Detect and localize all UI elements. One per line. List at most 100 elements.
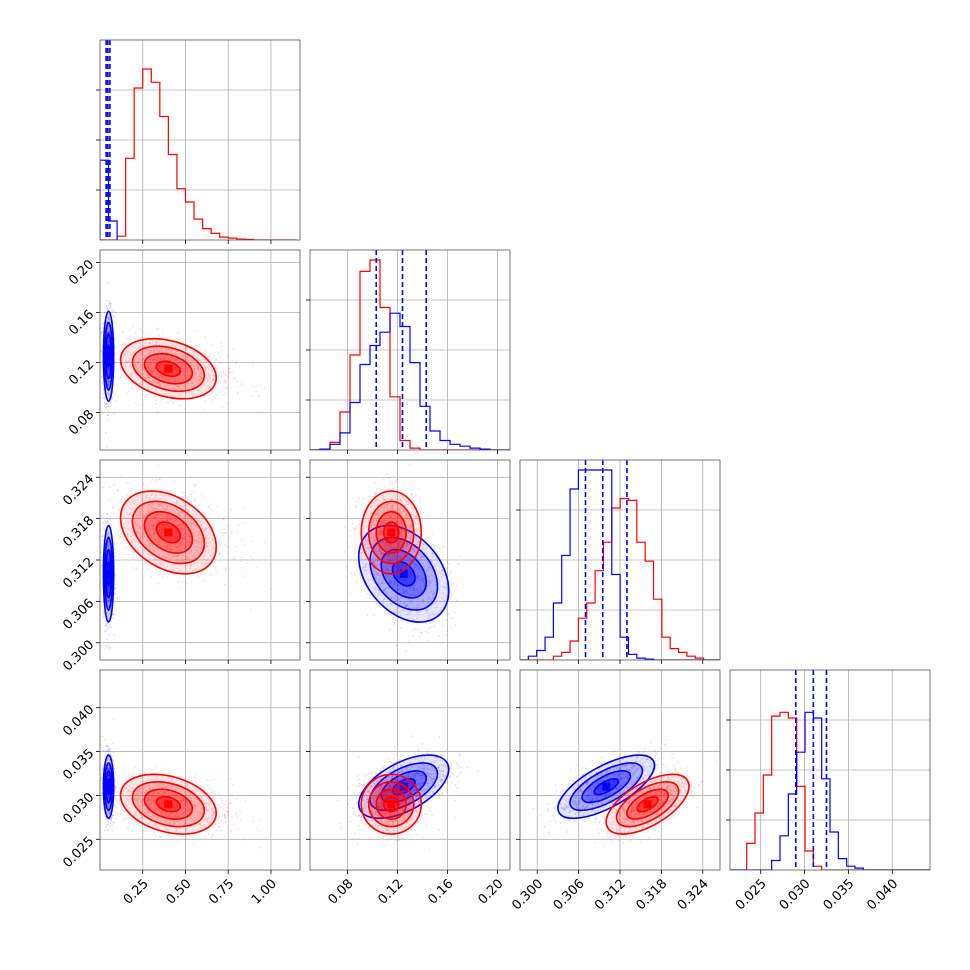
contour-blue — [357, 754, 450, 820]
x-tick-label: 0.50 — [163, 876, 194, 907]
contour-red — [119, 490, 218, 575]
y-tick-label: 0.300 — [60, 637, 97, 674]
density-peak — [399, 569, 408, 578]
density-peak — [164, 364, 173, 373]
contour-red — [636, 795, 659, 813]
x-tick-label: 0.12 — [375, 876, 406, 907]
scatter-points-red — [343, 463, 446, 595]
y-tick-label: 0.16 — [66, 307, 97, 338]
x-tick-label: 0.040 — [864, 876, 901, 913]
x-tick-label: 0.08 — [325, 876, 356, 907]
density-peak — [164, 528, 173, 537]
x-tick-label: 0.25 — [121, 876, 152, 907]
density-peak — [387, 528, 396, 537]
histogram-red — [520, 497, 720, 660]
y-tick-label: 0.040 — [60, 702, 97, 739]
contour-red — [155, 521, 182, 544]
contour-red — [626, 788, 670, 820]
scatter-panel-2-1 — [306, 459, 511, 664]
hist-panel-2 — [516, 459, 721, 664]
hist-panel-3: 0.025 0.030 0.035 0.040 — [726, 669, 931, 913]
x-tick-label: 0.318 — [634, 876, 671, 913]
contour-blue — [581, 770, 632, 804]
contour-blue — [102, 310, 115, 403]
contour-red — [605, 773, 690, 835]
y-tick-label: 0.306 — [60, 596, 97, 633]
scatter-panel-3-2: 0.300 0.306 0.312 0.318 0.324 — [509, 669, 721, 913]
contour-blue — [557, 754, 656, 820]
contour-red — [360, 490, 423, 575]
contour-red — [615, 781, 680, 828]
y-tick-label: 0.08 — [66, 407, 97, 438]
histogram-red — [100, 68, 297, 240]
contour-red — [382, 795, 400, 813]
hist-panel-1 — [306, 249, 511, 454]
histogram-blue — [100, 159, 118, 240]
contour-red — [143, 788, 194, 820]
histogram-red — [730, 711, 930, 870]
y-tick-label: 0.030 — [60, 790, 97, 827]
contour-red — [143, 352, 194, 385]
contour-blue — [569, 762, 644, 812]
scatter-panel-3-0: 0.25 0.50 0.75 1.00 0.025 0.030 0.035 0.040 — [60, 669, 301, 908]
y-tick-label: 0.324 — [60, 472, 97, 509]
density-peak — [643, 800, 652, 809]
x-tick-label: 0.312 — [592, 876, 629, 913]
contour-red — [375, 788, 408, 820]
y-tick-label: 0.312 — [60, 555, 97, 592]
hist-panel-0 — [96, 39, 301, 244]
y-tick-label: 0.20 — [66, 257, 97, 288]
x-tick-label: 0.75 — [206, 876, 237, 907]
density-peak — [104, 352, 113, 361]
scatter-panel-3-1: 0.08 0.12 0.16 0.20 — [306, 669, 511, 908]
contour-red — [382, 521, 400, 544]
density-peak — [104, 782, 113, 791]
density-peak — [164, 800, 173, 809]
contour-red — [119, 773, 218, 835]
x-tick-label: 0.035 — [821, 876, 858, 913]
panel-frame — [309, 669, 511, 871]
contour-red — [131, 781, 206, 828]
contour-red — [367, 781, 415, 828]
contour-red — [367, 500, 415, 565]
y-tick-label: 0.025 — [60, 834, 97, 871]
panel-frame — [99, 669, 301, 871]
y-tick-label: 0.12 — [66, 357, 97, 388]
scatter-panel-2-0: 0.300 0.306 0.312 0.318 0.324 — [60, 459, 301, 674]
scatter-panel-1-0: 0.08 0.12 0.16 0.20 — [66, 249, 301, 454]
contour-red — [375, 510, 408, 554]
contour-red — [131, 500, 206, 565]
contour-blue — [369, 762, 439, 812]
x-tick-label: 0.300 — [509, 876, 546, 913]
contour-red — [131, 345, 206, 393]
contour-blue — [593, 777, 620, 796]
x-tick-label: 1.00 — [249, 876, 280, 907]
contour-red — [119, 337, 218, 400]
density-peak — [602, 782, 611, 791]
density-peak — [104, 569, 113, 578]
y-tick-label: 0.035 — [60, 746, 97, 783]
x-tick-label: 0.030 — [777, 876, 814, 913]
histogram-blue — [730, 711, 930, 870]
density-peak — [399, 782, 408, 791]
contour-red — [155, 360, 182, 378]
contour-blue — [102, 524, 115, 623]
contour-blue — [391, 777, 416, 796]
x-tick-label: 0.025 — [733, 876, 770, 913]
contour-red — [143, 510, 194, 554]
x-tick-label: 0.306 — [551, 876, 588, 913]
x-tick-label: 0.16 — [425, 876, 456, 907]
density-peak — [387, 800, 396, 809]
x-tick-label: 0.20 — [475, 876, 506, 907]
y-tick-label: 0.318 — [60, 513, 97, 550]
x-tick-label: 0.324 — [675, 876, 712, 913]
contour-blue — [102, 754, 115, 820]
histogram-blue — [310, 312, 510, 450]
panel-frame — [99, 249, 301, 451]
contour-blue — [380, 770, 428, 804]
histogram-blue — [520, 469, 720, 660]
contour-red — [155, 795, 182, 813]
scatter-points-red — [100, 464, 273, 611]
contour-red — [360, 773, 423, 835]
